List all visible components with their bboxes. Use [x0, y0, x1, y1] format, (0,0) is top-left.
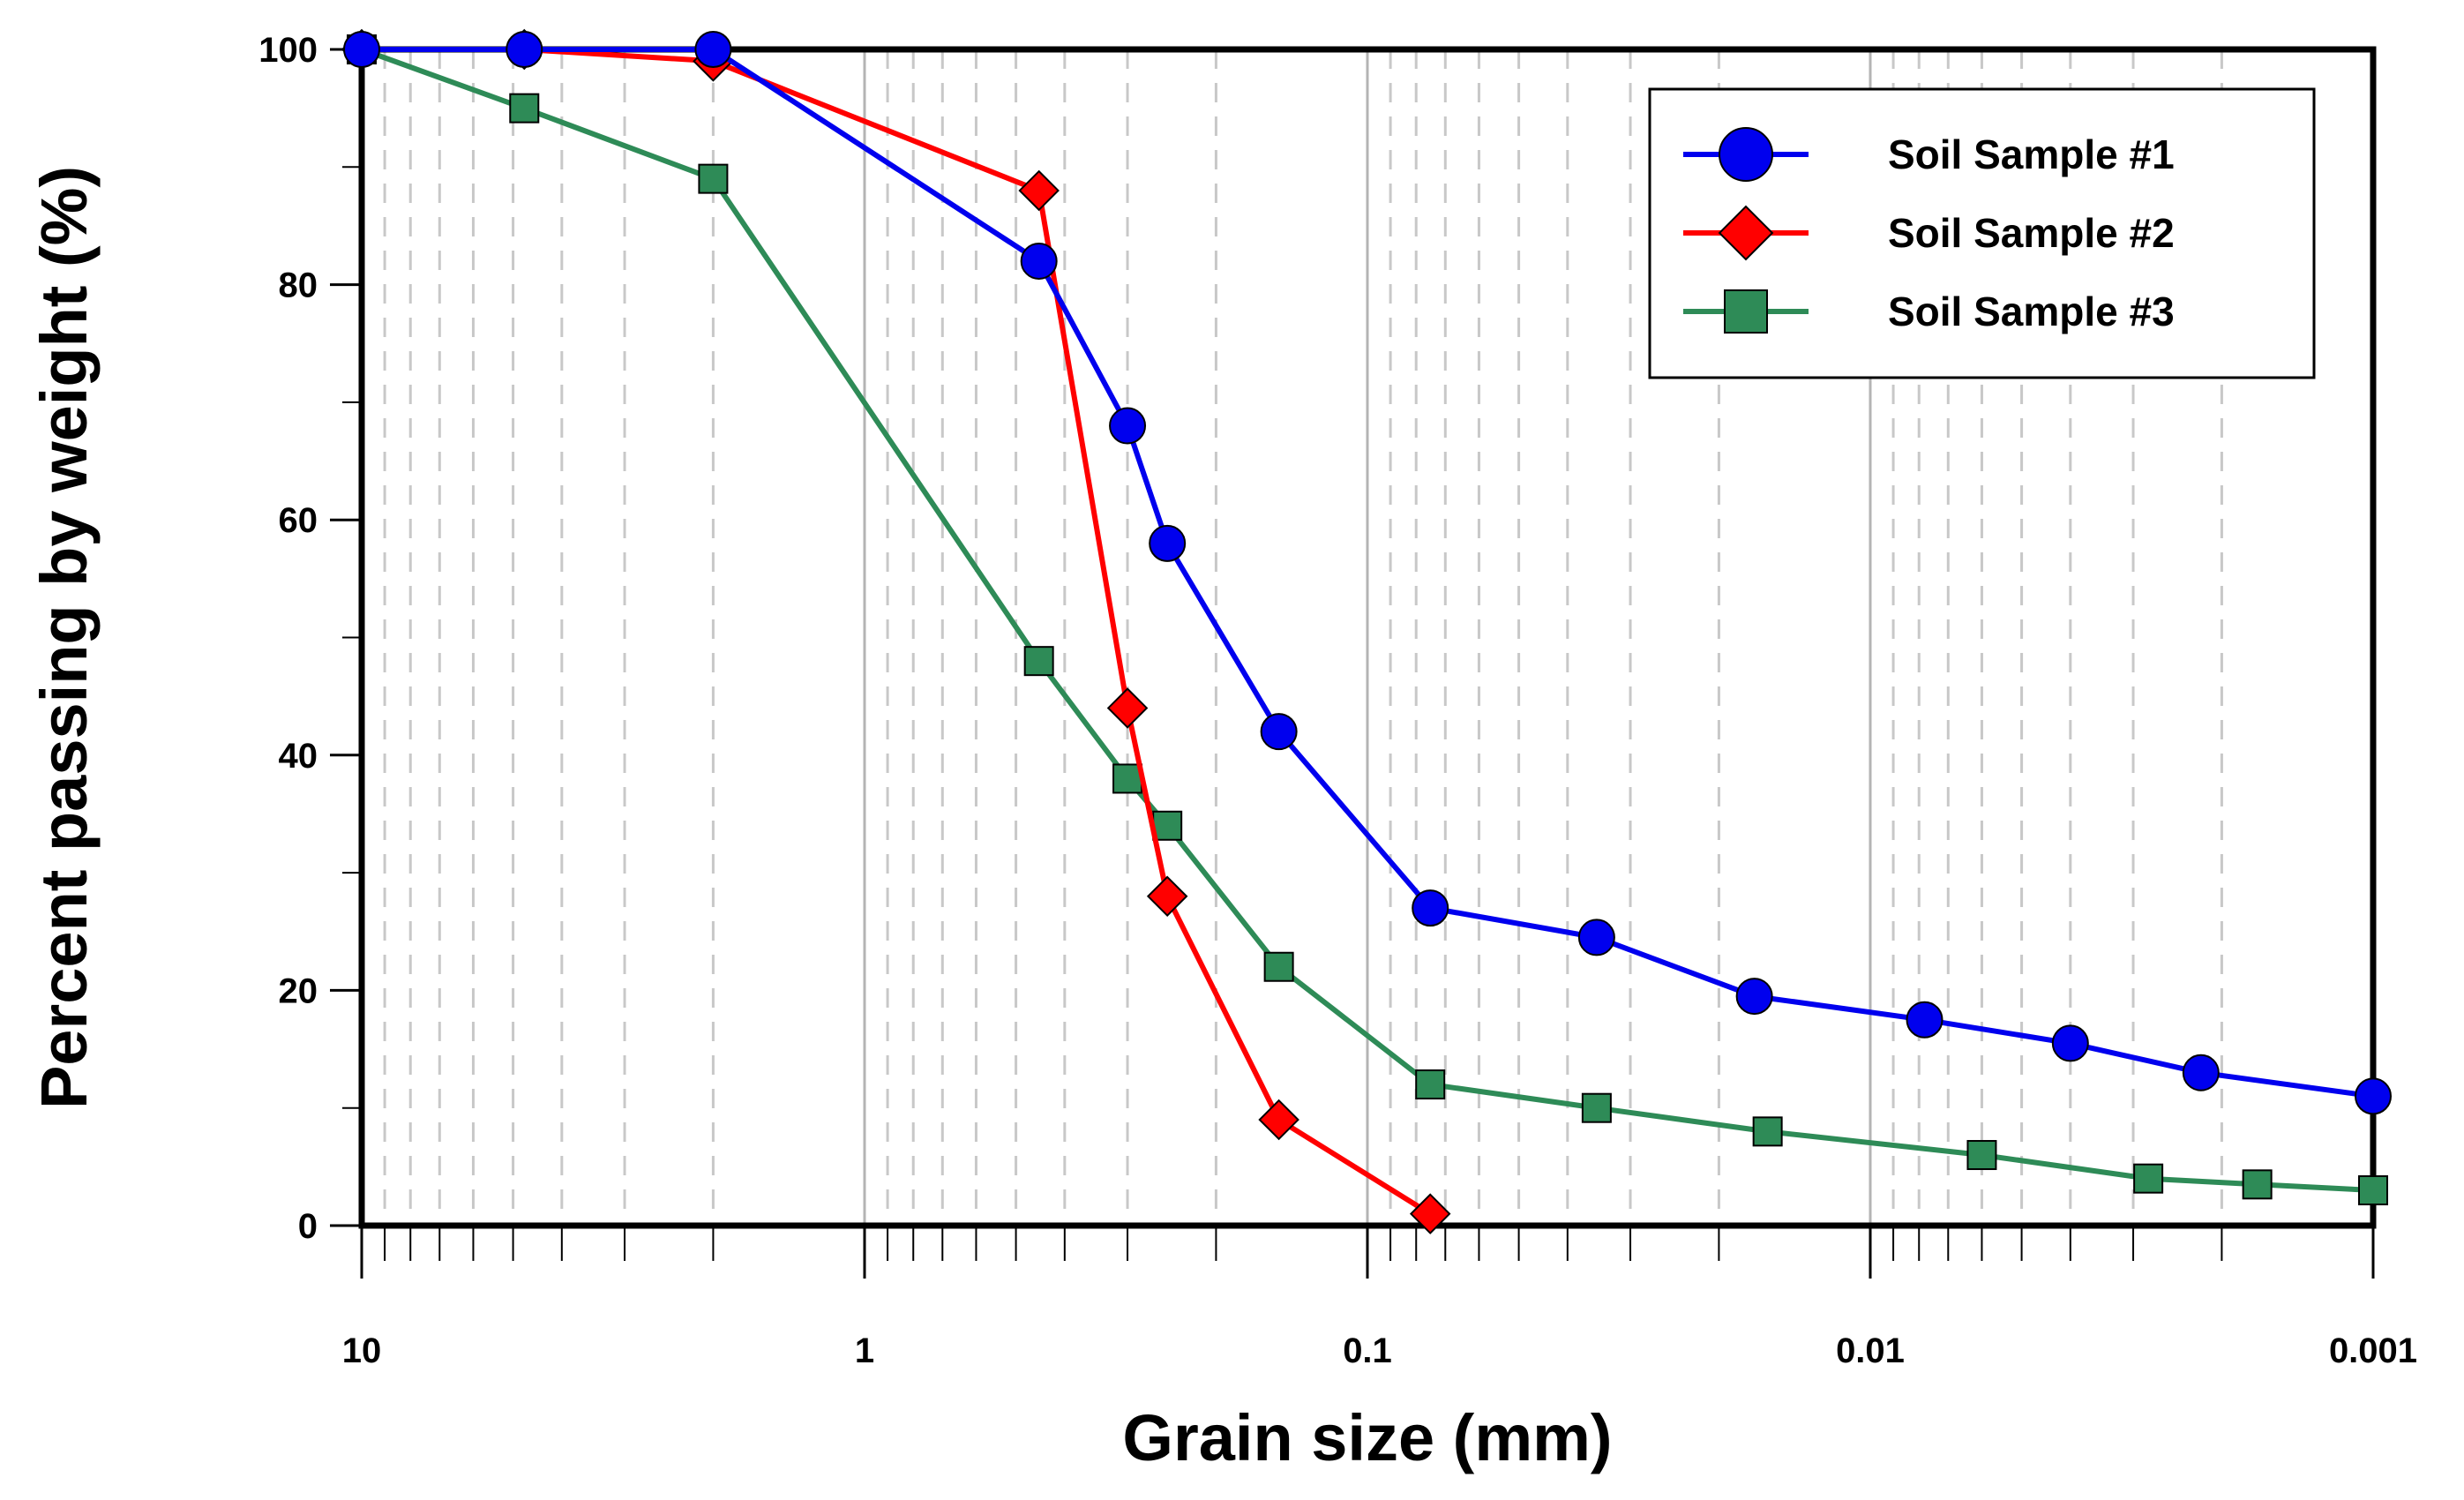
series-3-point	[509, 93, 540, 124]
y-tick-label: 0	[298, 1207, 318, 1246]
x-tick-labels: 10 1 0.1 0.01 0.001	[342, 1331, 2417, 1370]
legend-label: Soil Sample #2	[1888, 210, 2175, 256]
y-tick-label: 80	[279, 266, 318, 305]
y-tick-label: 40	[279, 737, 318, 776]
series-1-point	[1577, 919, 1615, 956]
series-2-point	[1258, 1099, 1299, 1141]
series-3-point	[1415, 1069, 1446, 1100]
series-1-point	[2355, 1077, 2392, 1115]
grid-lines	[383, 49, 2223, 1226]
series-3-point	[2133, 1163, 2164, 1194]
series-2-point	[1018, 169, 1060, 212]
legend-item-1: Soil Sample #1	[1683, 127, 2175, 182]
series-1-point	[1412, 889, 1449, 927]
legend: Soil Sample #1 Soil Sample #2 Soil Sample …	[1648, 87, 2316, 379]
axis-ticks	[330, 48, 2375, 1279]
series-3-point	[1023, 646, 1054, 677]
series-1	[343, 31, 2392, 1115]
series-1-point	[506, 31, 543, 68]
series-2-point	[1106, 687, 1149, 729]
series-3-point	[2358, 1175, 2388, 1206]
x-tick-label: 1	[855, 1331, 874, 1370]
series-1-point	[1735, 978, 1773, 1016]
x-tick-label: 10	[342, 1331, 382, 1370]
legend-swatch-marker	[1719, 127, 1773, 182]
series-1-point	[343, 31, 380, 68]
series-1-point	[1109, 407, 1147, 445]
series-3-point	[2242, 1169, 2273, 1200]
legend-label: Soil Sample #1	[1888, 131, 2175, 177]
y-tick-label: 20	[279, 971, 318, 1010]
legend-swatch-marker	[1724, 289, 1768, 334]
series-group	[341, 28, 2392, 1234]
series-3-point	[698, 163, 729, 194]
series-2-line	[362, 47, 1432, 1217]
series-3-point	[1152, 810, 1183, 841]
series-3	[347, 34, 2388, 1206]
series-1-point	[1149, 524, 1187, 562]
legend-label: Soil Sample #3	[1888, 289, 2175, 334]
series-3-point	[1752, 1116, 1783, 1147]
series-1-point	[2182, 1054, 2220, 1091]
series-3-line	[360, 47, 2374, 1193]
legend-item-3: Soil Sample #3	[1683, 289, 2175, 334]
series-2-point	[1146, 875, 1188, 918]
series-1-line	[362, 47, 2374, 1099]
y-tick-label: 60	[279, 501, 318, 540]
series-1-point	[1260, 713, 1298, 751]
series-1-point	[2051, 1024, 2089, 1062]
series-2-point	[1409, 1193, 1451, 1234]
series-1-point	[1906, 1001, 1943, 1039]
x-tick-label: 0.01	[1836, 1331, 1905, 1370]
plot-frame	[358, 46, 2377, 1229]
y-tick-labels: 0 20 40 60 80 100	[258, 31, 318, 1246]
series-1-point	[1020, 242, 1058, 280]
y-axis-title: Percent passing by weight (%)	[27, 166, 101, 1109]
series-2	[341, 28, 1451, 1234]
legend-item-2: Soil Sample #2	[1683, 205, 2175, 261]
series-3-point	[1112, 763, 1143, 794]
series-1-point	[694, 31, 732, 68]
x-axis-title: Grain size (mm)	[1122, 1401, 1612, 1474]
series-3-point	[1263, 951, 1294, 982]
x-tick-label: 0.1	[1343, 1331, 1392, 1370]
series-3-point	[1581, 1092, 1612, 1123]
legend-swatch-marker	[1718, 205, 1774, 261]
x-tick-label: 0.001	[2329, 1331, 2417, 1370]
y-tick-label: 100	[258, 31, 318, 70]
series-3-point	[1966, 1140, 1997, 1171]
